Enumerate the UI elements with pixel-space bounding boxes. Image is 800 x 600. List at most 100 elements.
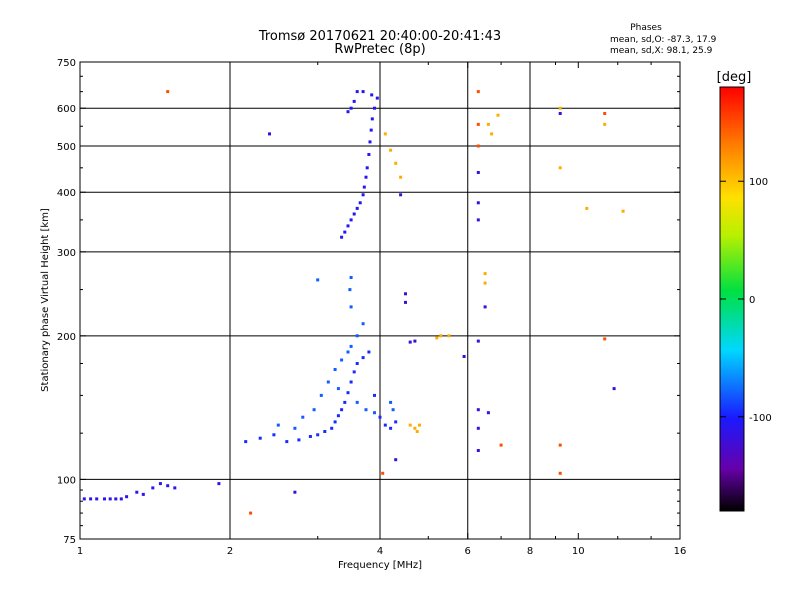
data-point bbox=[333, 420, 337, 424]
chart-title: Tromsø 20170621 20:40:00-20:41:43 bbox=[258, 29, 501, 44]
y-tick-label: 600 bbox=[57, 104, 76, 115]
data-point bbox=[125, 495, 129, 499]
data-point bbox=[348, 288, 352, 292]
data-point bbox=[389, 426, 393, 430]
data-point bbox=[293, 490, 297, 494]
data-point bbox=[476, 339, 480, 343]
data-point bbox=[394, 458, 398, 462]
data-point bbox=[585, 206, 589, 210]
data-point bbox=[476, 426, 480, 430]
data-point bbox=[346, 350, 350, 354]
colorbar-ticks: 100 0 -100 bbox=[720, 177, 772, 424]
data-point bbox=[367, 350, 371, 354]
data-point bbox=[462, 355, 466, 358]
data-point bbox=[483, 272, 487, 276]
data-point bbox=[346, 224, 350, 228]
data-point bbox=[355, 206, 359, 210]
data-point bbox=[476, 122, 480, 126]
stats-line-x: mean, sd,X: 98.1, 25.9 bbox=[610, 46, 713, 56]
data-point bbox=[362, 185, 366, 189]
data-point bbox=[399, 175, 403, 179]
data-point bbox=[364, 175, 368, 179]
data-point bbox=[404, 292, 407, 296]
data-point bbox=[349, 106, 353, 110]
data-point bbox=[340, 235, 344, 239]
data-point bbox=[141, 492, 145, 496]
stats-line-o: mean, sd,O: -87.3, 17.9 bbox=[610, 35, 717, 45]
data-point bbox=[383, 132, 387, 136]
data-point bbox=[336, 414, 340, 418]
data-point bbox=[490, 132, 494, 136]
data-point bbox=[364, 408, 368, 412]
data-point bbox=[316, 278, 320, 282]
x-tick-label: 4 bbox=[377, 546, 383, 557]
data-points bbox=[82, 90, 625, 515]
data-point bbox=[603, 112, 607, 115]
data-point bbox=[301, 415, 305, 419]
data-point bbox=[276, 423, 280, 427]
y-tick-label: 300 bbox=[57, 248, 76, 259]
stats-heading: Phases bbox=[630, 23, 662, 33]
data-point bbox=[285, 440, 289, 444]
data-point bbox=[312, 408, 316, 412]
data-point bbox=[173, 486, 177, 490]
data-point bbox=[151, 486, 155, 490]
data-point bbox=[355, 400, 359, 404]
data-point bbox=[268, 132, 271, 136]
y-tick-label: 200 bbox=[57, 332, 76, 343]
x-tick-label: 2 bbox=[227, 546, 233, 557]
data-point bbox=[323, 430, 327, 433]
data-point bbox=[394, 420, 398, 424]
y-axis-label: Stationary phase Virtual Height [km] bbox=[40, 208, 51, 392]
data-point bbox=[336, 387, 340, 391]
data-point bbox=[603, 337, 607, 341]
data-point bbox=[297, 438, 301, 442]
data-point bbox=[365, 166, 369, 170]
data-point bbox=[476, 408, 480, 412]
data-point bbox=[486, 122, 490, 126]
data-point bbox=[558, 471, 562, 475]
data-point bbox=[476, 171, 480, 174]
data-point bbox=[447, 334, 451, 338]
data-point bbox=[476, 218, 480, 222]
data-point bbox=[370, 117, 374, 121]
data-point bbox=[358, 201, 362, 205]
data-point bbox=[621, 209, 625, 213]
data-point bbox=[399, 193, 403, 197]
data-point bbox=[330, 426, 334, 430]
data-point bbox=[558, 106, 562, 110]
data-point bbox=[476, 90, 480, 94]
data-point bbox=[383, 423, 387, 427]
data-point bbox=[114, 497, 118, 501]
data-point bbox=[361, 193, 365, 197]
data-point bbox=[373, 393, 376, 397]
data-point bbox=[355, 334, 359, 338]
data-point bbox=[343, 400, 347, 404]
data-point bbox=[369, 128, 373, 132]
data-point bbox=[319, 393, 323, 397]
y-tick-label: 500 bbox=[57, 142, 76, 153]
x-tick-label: 6 bbox=[465, 546, 471, 557]
data-point bbox=[352, 99, 356, 103]
data-point bbox=[415, 430, 419, 433]
data-point bbox=[343, 230, 347, 234]
data-point bbox=[272, 433, 276, 437]
data-point bbox=[308, 435, 312, 438]
data-point bbox=[316, 433, 320, 437]
y-tick-label: 750 bbox=[57, 58, 76, 69]
data-point bbox=[486, 411, 490, 415]
colorbar-tick-label: -100 bbox=[749, 413, 772, 424]
data-point bbox=[293, 426, 297, 430]
data-point bbox=[333, 368, 337, 371]
data-point bbox=[418, 423, 421, 427]
data-point bbox=[166, 484, 170, 488]
data-point bbox=[368, 140, 372, 144]
data-point bbox=[135, 490, 139, 494]
data-point bbox=[244, 440, 248, 444]
data-point bbox=[603, 122, 607, 126]
data-point bbox=[435, 336, 439, 340]
data-point bbox=[476, 144, 480, 148]
data-point bbox=[119, 497, 123, 501]
x-tick-label: 8 bbox=[527, 546, 533, 557]
